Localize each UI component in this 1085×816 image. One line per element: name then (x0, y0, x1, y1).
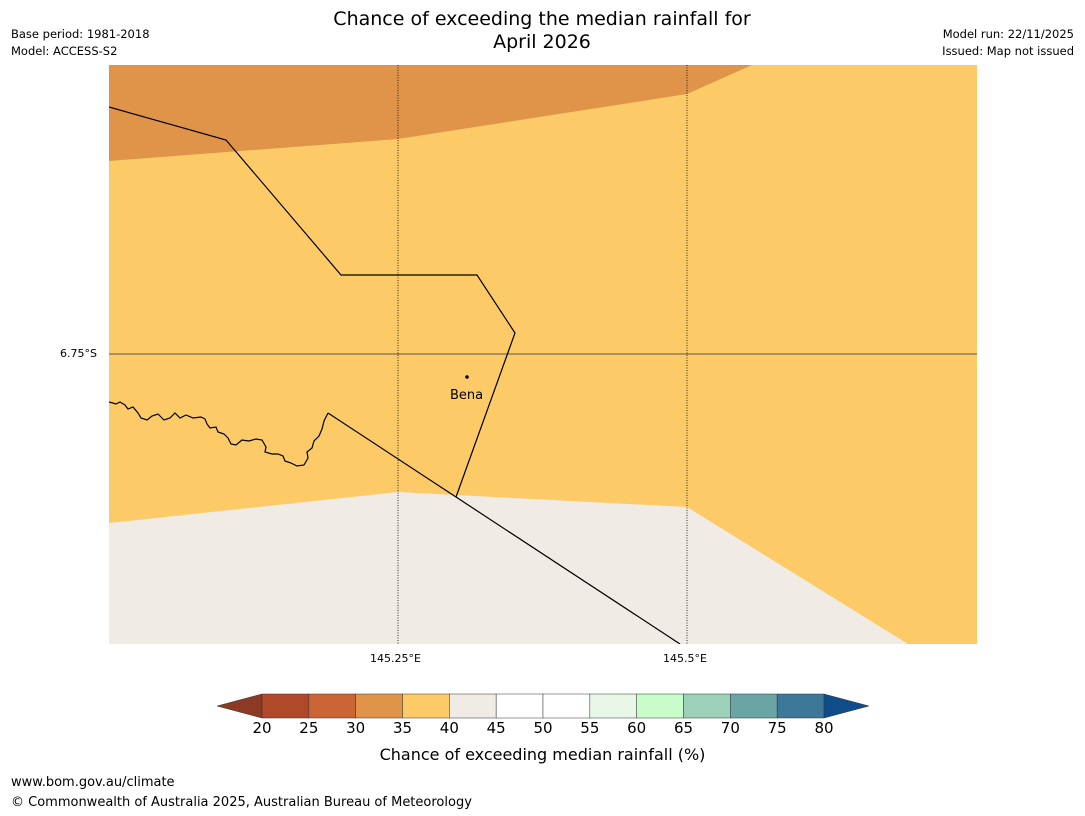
meta-left: Base period: 1981-2018 Model: ACCESS-S2 (11, 26, 150, 60)
colorbar-cell (308, 693, 356, 719)
model-run: Model run: 22/11/2025 (942, 27, 1074, 41)
map-title-line-2: April 2026 (493, 31, 591, 53)
colorbar-cell (589, 693, 637, 719)
base-period: Base period: 1981-2018 (11, 27, 150, 41)
colorbar-tick-label: 60 (627, 719, 647, 737)
map-title-line-1: Chance of exceeding the median rainfall … (333, 8, 751, 30)
region-40-45 (109, 492, 908, 644)
colorbar-cell (636, 693, 684, 719)
footer-url: www.bom.gov.au/climate (11, 775, 175, 790)
colorbar-tick-label: 40 (439, 719, 459, 737)
footer-copyright: © Commonwealth of Australia 2025, Austra… (11, 795, 472, 810)
colorbar-tick-label: 65 (673, 719, 694, 737)
lon-label-145-25: 145.25°E (370, 652, 421, 665)
province-boundary-north (109, 106, 516, 498)
colorbar-cell (355, 693, 403, 719)
colorbar-tick-label: 30 (346, 719, 366, 737)
colorbar (216, 693, 870, 719)
map-area (109, 65, 977, 644)
colorbar-tick-label: 55 (580, 719, 600, 737)
colorbar-cell (261, 693, 310, 719)
town-marker-bena (465, 375, 469, 379)
province-boundary-south (327, 412, 681, 644)
colorbar-tick-label: 45 (486, 719, 506, 737)
colorbar-cell (730, 693, 778, 719)
colorbar-tick-label: 80 (814, 719, 834, 737)
colorbar-tick-label: 75 (767, 719, 787, 737)
colorbar-tick-label: 20 (252, 719, 272, 737)
colorbar-cell (402, 693, 450, 719)
colorbar-cell (542, 693, 591, 719)
lon-label-145-5: 145.5°E (663, 652, 707, 665)
colorbar-cell (495, 693, 544, 719)
meta-right: Model run: 22/11/2025 Issued: Map not is… (942, 26, 1074, 60)
lat-label: 6.75°S (60, 347, 97, 360)
model-name: Model: ACCESS-S2 (11, 44, 118, 58)
colorbar-cell (776, 693, 825, 719)
colorbar-label: Chance of exceeding median rainfall (%) (379, 745, 706, 764)
colorbar-tick-label: 50 (533, 719, 553, 737)
colorbar-cell (449, 693, 497, 719)
colorbar-tick-label: 25 (299, 719, 319, 737)
colorbar-cell (683, 693, 731, 719)
colorbar-over-arrow (823, 693, 870, 719)
river-boundary (109, 401, 329, 467)
issued-status: Issued: Map not issued (942, 44, 1074, 58)
colorbar-tick-label: 70 (720, 719, 740, 737)
colorbar-tick-label: 35 (392, 719, 413, 737)
region-30-35 (109, 65, 752, 161)
town-label: Bena (450, 388, 484, 403)
colorbar-under-arrow (216, 693, 263, 719)
